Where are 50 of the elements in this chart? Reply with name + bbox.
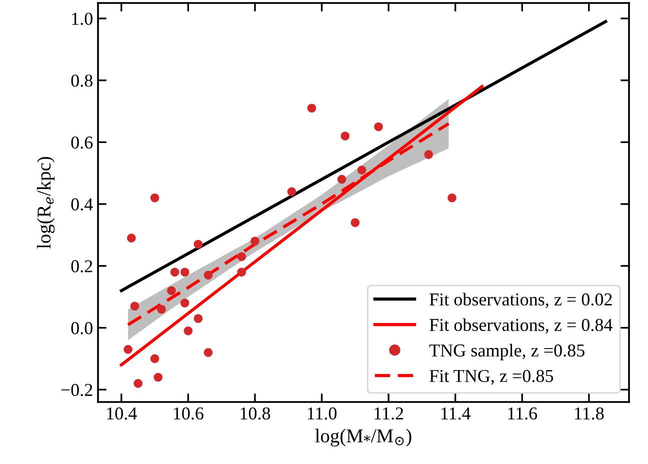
point [374, 122, 383, 132]
point [194, 240, 203, 249]
point [154, 372, 163, 382]
x-tick-label: 11.8 [575, 407, 604, 420]
x-tick-label: 11.6 [508, 407, 538, 420]
point [424, 150, 434, 159]
point [250, 236, 260, 246]
point [350, 218, 360, 227]
point [180, 298, 190, 308]
x-tick-label: 11.0 [308, 407, 337, 420]
point [180, 268, 190, 276]
point [157, 304, 166, 314]
point [237, 268, 246, 276]
point [150, 354, 160, 364]
point [170, 268, 180, 276]
point [340, 132, 350, 140]
y-tick-label: 0.4 [71, 198, 93, 211]
y-tick-label: 0.8 [71, 74, 92, 87]
point [127, 234, 136, 242]
point [130, 302, 140, 311]
x-tick-label: 11.2 [374, 407, 404, 420]
x-tick-label: 11.4 [441, 407, 471, 420]
point [124, 345, 132, 354]
x-tick-label: 10.8 [240, 407, 270, 420]
point [194, 314, 203, 323]
y-tick-label: 0.2 [71, 260, 92, 272]
legend-label: TNG sample, z =0.85 [429, 344, 584, 360]
y-axis-title: log(R$_{e}$/kpc) [36, 156, 55, 249]
point [337, 174, 346, 184]
point [184, 326, 193, 336]
y-tick-label: 0.6 [71, 136, 93, 149]
point [204, 270, 213, 280]
legend-label: Fit observations, z = 0.84 [430, 318, 612, 334]
legend-label: Fit TNG, z =0.85 [430, 370, 554, 385]
x-tick-label: 10.4 [107, 407, 137, 420]
y-tick-label: 0.0 [71, 322, 92, 334]
point [150, 193, 160, 202]
point [448, 193, 456, 202]
x-tick-label: 10.6 [174, 407, 204, 420]
point [237, 252, 246, 262]
legend-label: Fit observations, z = 0.02 [430, 292, 612, 308]
y-tick-label: −0.2 [61, 384, 92, 396]
point [307, 104, 316, 113]
point [204, 348, 213, 357]
point [167, 286, 176, 296]
y-tick-label: 1.0 [72, 12, 92, 25]
point [287, 187, 296, 196]
x-axis-title: log(M$_{*}$/M$_{⊙}$) [315, 428, 412, 446]
point [357, 166, 366, 174]
point [134, 379, 142, 388]
